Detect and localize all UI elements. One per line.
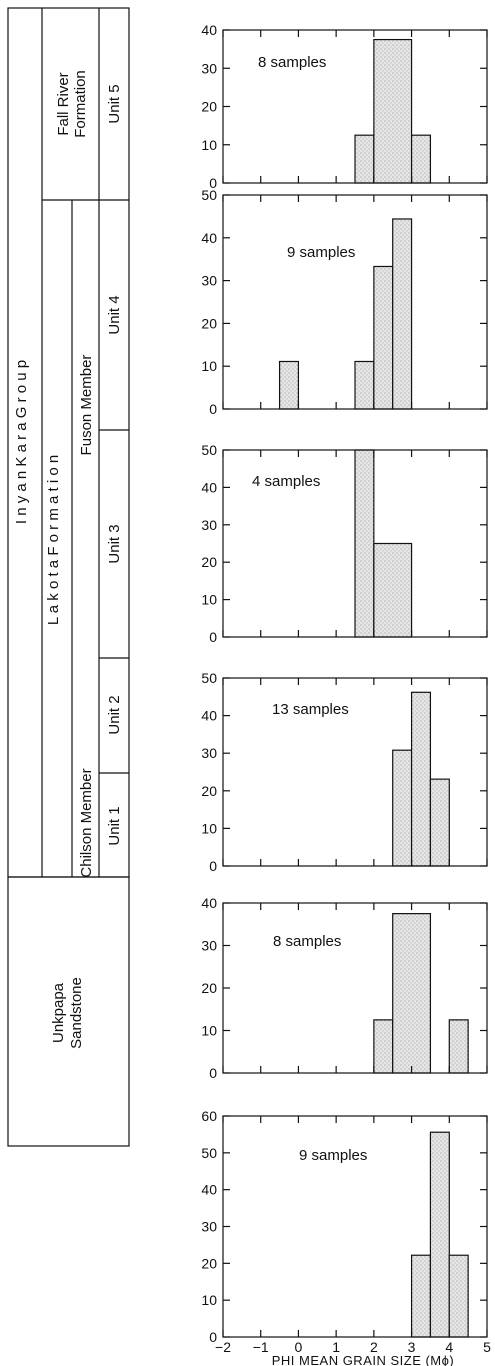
y-tick-label: 50 xyxy=(201,670,217,686)
group-label: I n y a n K a r a G r o u p xyxy=(13,360,30,524)
y-tick-label: 60 xyxy=(201,1108,217,1124)
unit5-label: Unit 5 xyxy=(106,84,123,123)
histogram-bar xyxy=(392,913,432,1074)
unkpapa-frame xyxy=(7,876,130,1147)
y-tick-label: 10 xyxy=(201,1023,217,1039)
sample-count-label: 9 samples xyxy=(287,244,355,261)
y-tick-label: 40 xyxy=(201,230,217,246)
histogram-bar xyxy=(392,218,413,410)
y-tick-label: 30 xyxy=(201,1219,217,1235)
plot-frame xyxy=(222,194,488,410)
histogram-panel: 0 10 20 30 40 50 4 samples xyxy=(201,442,488,645)
y-tick-label: 0 xyxy=(209,401,217,417)
sample-count-label: 8 samples xyxy=(273,933,341,950)
histogram-bar xyxy=(448,1019,469,1074)
chilson-member-label: Chilson Member xyxy=(78,768,95,877)
histogram-bar xyxy=(410,134,432,184)
histogram-bar xyxy=(448,1254,469,1338)
y-tick-label: 10 xyxy=(201,592,217,608)
histogram-bar xyxy=(373,1019,394,1074)
fall-river-label-line2: Formation xyxy=(72,70,89,138)
sample-count-label: 8 samples xyxy=(258,54,326,71)
y-tick-label: 20 xyxy=(201,315,217,331)
histogram-bar xyxy=(373,542,413,638)
y-tick-label: 0 xyxy=(209,1065,217,1081)
y-tick-label: 10 xyxy=(201,1292,217,1308)
sample-count-label: 4 samples xyxy=(252,473,320,490)
y-tick-label: 0 xyxy=(209,175,217,191)
y-tick-label: 30 xyxy=(201,745,217,761)
formation-label: L a k o t a F o r m a t i o n xyxy=(45,455,62,625)
y-tick-label: 30 xyxy=(201,273,217,289)
y-tick-label: 20 xyxy=(201,1255,217,1271)
x-axis-title: PHI MEAN GRAIN SIZE (Mϕ) xyxy=(272,1353,455,1366)
histogram-panel: 0 10 20 30 40 8 samples xyxy=(201,895,488,1081)
y-tick-label: 30 xyxy=(201,938,217,954)
y-tick-label: 40 xyxy=(201,1182,217,1198)
y-tick-label: 50 xyxy=(201,187,217,203)
y-tick-label: 20 xyxy=(201,99,217,115)
histogram-bar xyxy=(429,1131,450,1338)
histogram-bar xyxy=(429,778,450,867)
y-tick-label: 20 xyxy=(201,783,217,799)
y-tick-label: 0 xyxy=(209,1329,217,1345)
y-tick-label: 0 xyxy=(209,858,217,874)
histogram-panel: 0 10 20 30 40 50 60 9 samples xyxy=(201,1108,488,1345)
y-tick-label: 10 xyxy=(201,137,217,153)
y-tick-label: 50 xyxy=(201,1145,217,1161)
unit1-label: Unit 1 xyxy=(106,806,123,845)
sample-count-label: 9 samples xyxy=(299,1147,367,1164)
histogram-bar xyxy=(354,134,375,184)
y-tick-label: 20 xyxy=(201,554,217,570)
histogram-bar xyxy=(373,38,413,184)
x-tick-label: 5 xyxy=(483,1339,491,1355)
plot-frame xyxy=(222,449,488,638)
y-tick-label: 40 xyxy=(201,479,217,495)
histogram-panel: 0 10 20 30 40 50 9 samples xyxy=(201,187,488,417)
x-tick-label: 1 xyxy=(332,1339,340,1355)
unkpapa-label-line2: Sandstone xyxy=(68,977,85,1049)
y-tick-label: 30 xyxy=(201,517,217,533)
histogram-bar xyxy=(410,691,432,867)
y-tick-label: 0 xyxy=(209,629,217,645)
x-tick-label: 4 xyxy=(445,1339,453,1355)
plot-frame xyxy=(222,902,488,1074)
y-tick-label: 10 xyxy=(201,358,217,374)
histogram-panel: 0 10 20 30 40 8 samples xyxy=(201,22,488,191)
x-tick-label: 2 xyxy=(370,1339,378,1355)
x-tick-label: −2 xyxy=(215,1339,231,1355)
histogram-bar xyxy=(354,360,375,410)
stratigraphic-column: I n y a n K a r a G r o u p L a k o t a … xyxy=(7,7,130,1147)
histogram-bar xyxy=(392,749,413,867)
y-tick-label: 50 xyxy=(201,442,217,458)
histogram-bar xyxy=(410,1254,432,1338)
y-tick-label: 40 xyxy=(201,895,217,911)
unit2-label: Unit 2 xyxy=(106,695,123,734)
fall-river-label-line1: Fall River xyxy=(55,72,72,135)
y-tick-label: 40 xyxy=(201,708,217,724)
plot-frame xyxy=(222,677,488,867)
histogram-bar xyxy=(354,449,375,638)
histogram-bar xyxy=(373,265,394,410)
y-tick-label: 20 xyxy=(201,980,217,996)
x-tick-label: −1 xyxy=(253,1339,269,1355)
x-tick-label: 0 xyxy=(295,1339,303,1355)
unit3-label: Unit 3 xyxy=(106,524,123,563)
sample-count-label: 13 samples xyxy=(272,701,349,718)
fuson-member-label: Fuson Member xyxy=(78,355,95,456)
y-tick-label: 30 xyxy=(201,60,217,76)
histogram-bar xyxy=(278,360,300,410)
unkpapa-label-line1: Unkpapa xyxy=(50,982,67,1043)
y-tick-label: 40 xyxy=(201,22,217,38)
histogram-panel: 0 10 20 30 40 50 13 samples xyxy=(201,670,488,874)
x-tick-label: 3 xyxy=(408,1339,416,1355)
unit4-label: Unit 4 xyxy=(106,295,123,334)
y-tick-label: 10 xyxy=(201,820,217,836)
